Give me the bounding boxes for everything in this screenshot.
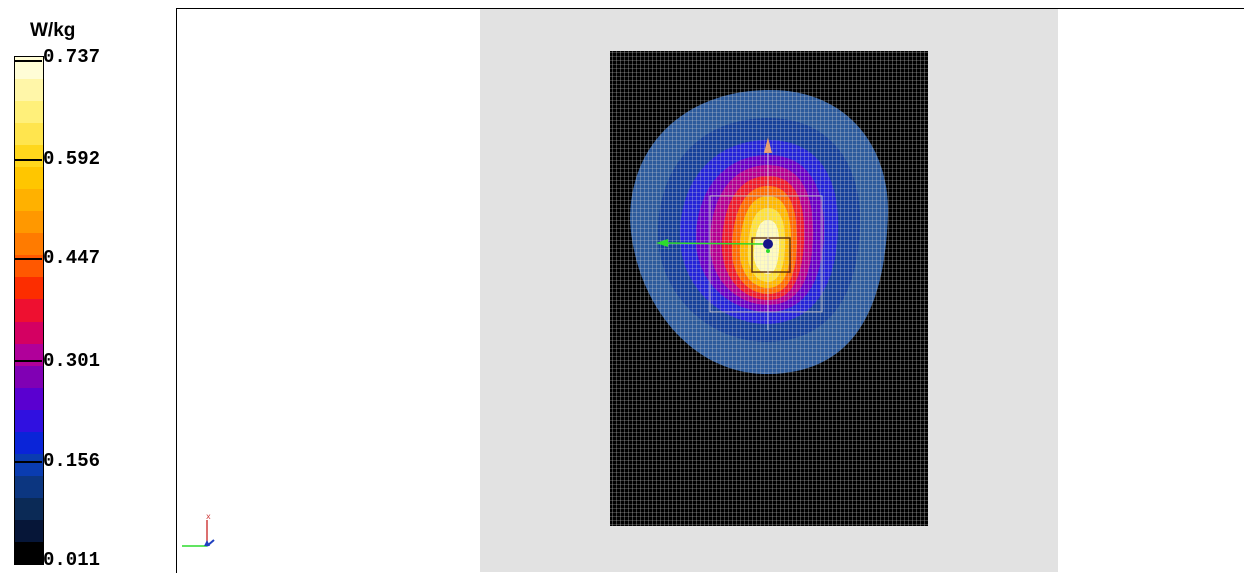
peak-region-box <box>751 237 791 273</box>
peak-marker-dot <box>766 249 770 253</box>
legend-tick-4: 0.156 <box>43 450 101 472</box>
grid-lines <box>610 51 928 526</box>
triad-origin <box>204 540 210 546</box>
color-swatch <box>15 101 43 123</box>
legend-tick-mark <box>14 461 42 463</box>
color-swatch <box>15 410 43 432</box>
color-swatch <box>15 145 43 167</box>
color-scale-legend: W/kg 0.737 0.592 0.447 0.301 0.156 0.011 <box>0 0 170 572</box>
peak-marker <box>763 239 773 249</box>
color-swatch <box>15 432 43 454</box>
legend-tick-mark <box>14 360 42 362</box>
color-swatch <box>15 498 43 520</box>
color-bar <box>14 56 44 565</box>
legend-tick-0: 0.737 <box>43 46 101 68</box>
legend-tick-mark <box>14 159 42 161</box>
color-swatch <box>15 123 43 145</box>
color-swatch <box>15 388 43 410</box>
color-swatch <box>15 57 43 79</box>
color-swatch <box>15 277 43 299</box>
legend-tick-5: 0.011 <box>43 549 101 571</box>
color-swatch <box>15 476 43 498</box>
color-swatch <box>15 79 43 101</box>
legend-tick-mark <box>14 60 42 62</box>
axis-triad: x <box>182 512 215 547</box>
legend-tick-3: 0.301 <box>43 350 101 372</box>
color-swatch <box>15 299 43 322</box>
color-swatch <box>15 167 43 189</box>
color-swatch <box>15 211 43 233</box>
triad-x-label: x <box>206 512 211 521</box>
color-swatch <box>15 542 43 564</box>
color-swatch <box>15 366 43 388</box>
color-swatch <box>15 454 43 476</box>
legend-tick-mark <box>14 258 42 260</box>
color-swatch <box>15 520 43 542</box>
legend-tick-1: 0.592 <box>43 148 101 170</box>
color-swatch <box>15 255 43 277</box>
legend-tick-2: 0.447 <box>43 247 101 269</box>
color-swatch <box>15 322 43 344</box>
zoom-scan-volume <box>709 195 823 313</box>
unit-label: W/kg <box>30 20 76 41</box>
color-swatch <box>15 233 43 255</box>
probe-arrow-up <box>764 137 772 153</box>
probe-arrow-left-head <box>656 239 668 247</box>
color-swatch <box>15 189 43 211</box>
probe-arrow-left-line <box>661 242 769 245</box>
